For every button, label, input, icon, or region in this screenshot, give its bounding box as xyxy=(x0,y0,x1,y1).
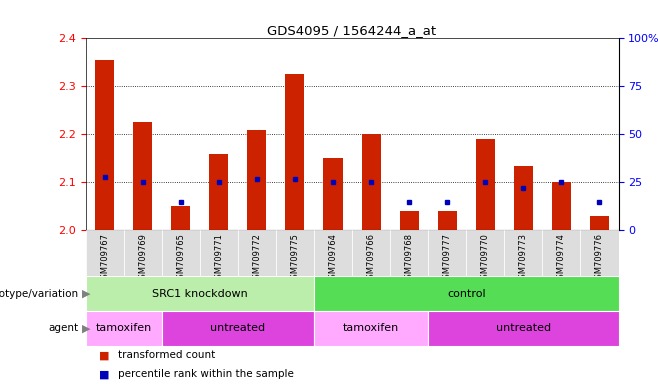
Text: GSM709777: GSM709777 xyxy=(443,233,451,284)
Bar xyxy=(314,276,619,311)
Text: GSM709772: GSM709772 xyxy=(253,233,261,283)
Text: GSM709768: GSM709768 xyxy=(405,233,414,284)
Bar xyxy=(209,154,228,230)
Text: GSM709775: GSM709775 xyxy=(290,233,299,283)
Title: GDS4095 / 1564244_a_at: GDS4095 / 1564244_a_at xyxy=(267,24,437,37)
Text: ■: ■ xyxy=(99,369,109,379)
Bar xyxy=(95,60,114,230)
Text: agent: agent xyxy=(49,323,79,333)
Bar xyxy=(428,230,467,276)
Text: GSM709764: GSM709764 xyxy=(328,233,338,283)
Bar xyxy=(352,230,390,276)
Bar xyxy=(399,211,418,230)
Bar xyxy=(324,159,343,230)
Text: GSM709769: GSM709769 xyxy=(138,233,147,283)
Bar xyxy=(86,311,162,346)
Bar xyxy=(428,311,619,346)
Text: tamoxifen: tamoxifen xyxy=(95,323,152,333)
Bar xyxy=(133,122,152,230)
Text: SRC1 knockdown: SRC1 knockdown xyxy=(152,289,247,299)
Bar xyxy=(314,230,352,276)
Bar xyxy=(86,276,314,311)
Bar xyxy=(467,230,504,276)
Text: GSM709767: GSM709767 xyxy=(100,233,109,284)
Bar xyxy=(504,230,542,276)
Text: GSM709771: GSM709771 xyxy=(215,233,223,283)
Text: ▶: ▶ xyxy=(82,323,91,333)
Text: percentile rank within the sample: percentile rank within the sample xyxy=(118,369,294,379)
Bar xyxy=(286,74,305,230)
Text: genotype/variation: genotype/variation xyxy=(0,289,79,299)
Text: GSM709774: GSM709774 xyxy=(557,233,566,283)
Bar xyxy=(361,134,380,230)
Text: ▶: ▶ xyxy=(82,289,91,299)
Text: transformed count: transformed count xyxy=(118,350,216,360)
Bar xyxy=(476,139,495,230)
Bar xyxy=(552,182,571,230)
Text: GSM709766: GSM709766 xyxy=(367,233,376,284)
Text: tamoxifen: tamoxifen xyxy=(343,323,399,333)
Bar xyxy=(542,230,580,276)
Bar xyxy=(162,311,314,346)
Bar xyxy=(438,211,457,230)
Text: ■: ■ xyxy=(99,350,109,360)
Bar xyxy=(390,230,428,276)
Bar xyxy=(171,207,190,230)
Bar xyxy=(314,311,428,346)
Bar xyxy=(86,230,124,276)
Text: GSM709773: GSM709773 xyxy=(519,233,528,284)
Bar xyxy=(200,230,238,276)
Bar xyxy=(124,230,162,276)
Text: GSM709770: GSM709770 xyxy=(481,233,490,283)
Text: GSM709776: GSM709776 xyxy=(595,233,604,284)
Bar xyxy=(238,230,276,276)
Bar xyxy=(162,230,200,276)
Bar xyxy=(590,216,609,230)
Text: GSM709765: GSM709765 xyxy=(176,233,185,283)
Bar xyxy=(247,129,266,230)
Bar xyxy=(580,230,619,276)
Bar xyxy=(514,166,533,230)
Text: control: control xyxy=(447,289,486,299)
Text: untreated: untreated xyxy=(211,323,265,333)
Bar xyxy=(276,230,314,276)
Text: untreated: untreated xyxy=(495,323,551,333)
